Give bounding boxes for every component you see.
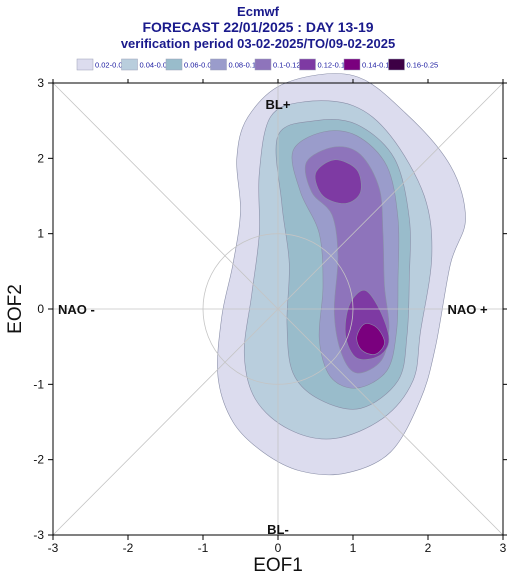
legend-label-7: 0.14-0.16 [362,61,394,70]
contour-level-6-region-2 [344,289,390,360]
contour-level-3-region-1 [275,119,411,410]
contour-level-5-region-1 [304,146,390,374]
legend-label-1: 0.02-0.04 [95,61,127,70]
x-tick-label-2: -2 [123,541,134,555]
x-tick-label-7: 3 [500,541,507,555]
legend-swatch-2 [121,58,138,71]
regime-label-bl-minus: BL- [267,522,289,537]
y-tick-label-2: -2 [33,453,44,467]
contour-level-1-region-1 [217,73,466,476]
legend-swatch-5 [254,58,272,71]
legend-label-3: 0.06-0.08 [184,61,216,70]
y-tick-label-6: 2 [37,151,44,165]
legend-swatch-3 [165,58,183,71]
axes: -3 -2 -1 0 1 2 3 -3 -2 -1 0 1 2 3 [33,76,507,555]
density-contours [217,73,466,476]
reference-lines [52,82,504,536]
regime-label-bl-plus: BL+ [266,97,291,112]
legend-label-5: 0.1-0.12 [273,61,301,70]
contour-level-4-region-1 [291,130,400,389]
contour-level-7-region-1 [356,323,385,355]
legend-swatch-1 [76,58,94,71]
plot-frame [52,82,504,536]
diagonal-line-2 [52,82,504,536]
y-tick-label-5: 1 [37,227,44,241]
y-tick-label-4: 0 [37,302,44,316]
legend-swatch-4 [210,58,227,71]
chart-title-forecast: FORECAST 22/01/2025 : DAY 13-19 [142,19,374,35]
contour-level-6-region-1 [314,159,362,204]
legend-swatch-6 [299,58,316,71]
y-tick-label-1: -3 [33,528,44,542]
x-tick-label-3: -1 [198,541,209,555]
x-tick-label-5: 1 [350,541,357,555]
regime-label-nao-plus: NAO + [448,302,489,317]
diagonal-line-1 [52,82,504,536]
chart-title-source: Ecmwf [237,4,279,19]
legend-label-2: 0.04-0.06 [140,61,172,70]
chart-title-period: verification period 03-02-2025/TO/09-02-… [120,36,396,51]
regime-label-nao-minus: NAO - [58,302,95,317]
y-axis-label: EOF2 [5,284,26,334]
x-tick-label-6: 2 [425,541,432,555]
contour-level-2-region-1 [243,100,433,440]
y-tick-label-7: 3 [37,76,44,90]
legend-swatch-8 [388,58,405,71]
x-tick-label-4: 0 [275,541,282,555]
y-tick-label-3: -1 [33,377,44,391]
color-legend: 0.02-0.04 0.04-0.06 0.06-0.08 0.08-0.1 0.1-0… [76,58,439,71]
legend-label-4: 0.08-0.1 [229,61,257,70]
legend-label-8: 0.16-0.25 [407,61,439,70]
reference-circle [202,233,354,385]
legend-swatch-7 [343,58,361,71]
legend-label-6: 0.12-0.14 [318,61,350,70]
x-tick-label-1: -3 [48,541,59,555]
x-axis-label: EOF1 [253,555,303,576]
